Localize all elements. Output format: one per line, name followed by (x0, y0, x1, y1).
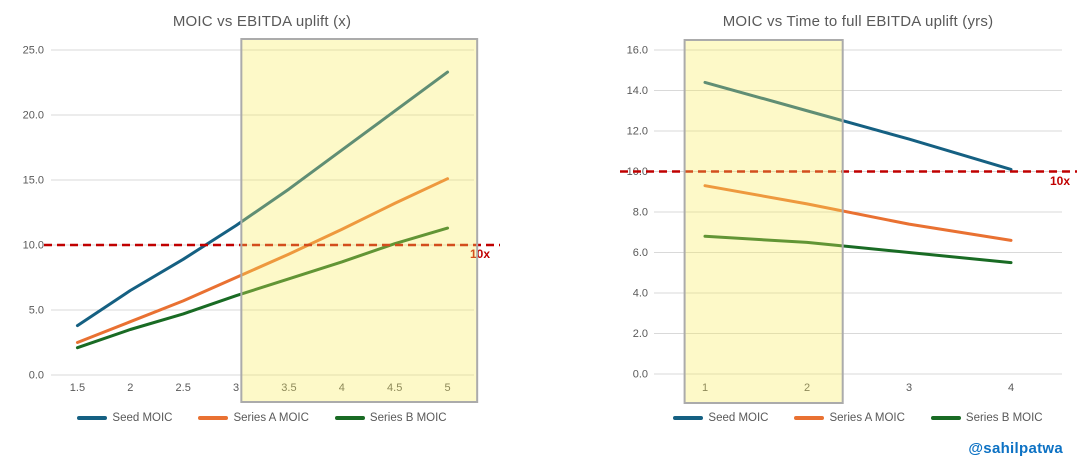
x-tick-label: 4.5 (387, 382, 402, 394)
highlight-region (240, 38, 479, 403)
series-line-series-a-moic (75, 177, 450, 344)
legend-label: Seed MOIC (708, 412, 769, 424)
x-tick-label: 2 (127, 382, 133, 394)
legend-marker (334, 416, 365, 420)
x-tick-label: 4 (339, 382, 345, 394)
y-tick-label: 20.0 (23, 110, 44, 122)
y-tick-label: 10.0 (23, 240, 44, 252)
legend-label: Series A MOIC (829, 412, 905, 424)
y-tick-label: 4.0 (633, 288, 648, 300)
series-line-seed-moic (75, 70, 450, 328)
legend-item-series-b-moic: Series B MOIC (930, 412, 1043, 424)
legend-item-seed-moic: Seed MOIC (77, 412, 172, 424)
legend-marker (930, 416, 961, 420)
y-tick-label: 5.0 (29, 305, 44, 317)
y-tick-label: 15.0 (23, 175, 44, 187)
series-line-seed-moic (703, 80, 1013, 171)
y-tick-label: 25.0 (23, 45, 44, 57)
x-tick-label: 3 (233, 382, 239, 394)
x-tick-label: 3 (906, 382, 912, 394)
legend-label: Seed MOIC (112, 412, 173, 424)
y-tick-label: 16.0 (627, 45, 648, 57)
x-tick-label: 3.5 (281, 382, 296, 394)
chart-canvas-0: 0.0 5.0 10.0 15.0 20.0 25.0 1.5 2 2.5 3 3.5 4 4.5 5 10… (23, 38, 500, 403)
y-tick-label: 2.0 (633, 328, 648, 340)
legend-marker (673, 416, 704, 420)
x-tick-label: 1.5 (70, 382, 85, 394)
watermark: @sahilpatwa (968, 440, 1063, 457)
y-tick-label: 0.0 (633, 369, 648, 381)
y-tick-label: 14.0 (627, 85, 648, 97)
legend-label: Series A MOIC (233, 412, 309, 424)
legend-item-series-b-moic: Series B MOIC (334, 412, 447, 424)
series-line-series-a-moic (703, 184, 1013, 242)
legend-item-series-a-moic: Series A MOIC (198, 412, 309, 424)
y-tick-label: 8.0 (633, 207, 648, 219)
legend-right: Seed MOIC Series A MOIC Series B MOIC (596, 407, 1077, 429)
y-tick-label: 6.0 (633, 247, 648, 259)
x-tick-label: 2.5 (176, 382, 191, 394)
legend-marker (198, 416, 229, 420)
legend-marker (794, 416, 825, 420)
legend-left: Seed MOIC Series A MOIC Series B MOIC (0, 407, 524, 429)
x-tick-label: 1 (702, 382, 708, 394)
x-tick-label: 5 (445, 382, 451, 394)
series-line-series-b-moic (703, 234, 1013, 265)
threshold-label: 10x (1050, 174, 1070, 188)
y-tick-label: 0.0 (29, 370, 44, 382)
legend-label: Series B MOIC (369, 412, 447, 424)
y-tick-label: 12.0 (627, 126, 648, 138)
chart-canvas-1: 0.02.04.06.08.010.012.014.016.0123410x (620, 39, 1077, 404)
series-line-series-b-moic (75, 226, 450, 350)
legend-label: Series B MOIC (965, 412, 1043, 424)
x-tick-label: 2 (804, 382, 810, 394)
legend-marker (77, 416, 108, 420)
legend-item-series-a-moic: Series A MOIC (794, 412, 905, 424)
chart-title-left: MOIC vs EBITDA uplift (x) (172, 13, 352, 30)
chart-title-right: MOIC vs Time to full EBITDA uplift (yrs) (722, 13, 994, 30)
threshold-label: 10x (470, 247, 490, 261)
legend-item-seed-moic: Seed MOIC (673, 412, 768, 424)
x-tick-label: 4 (1008, 382, 1014, 394)
highlight-region (683, 39, 844, 404)
